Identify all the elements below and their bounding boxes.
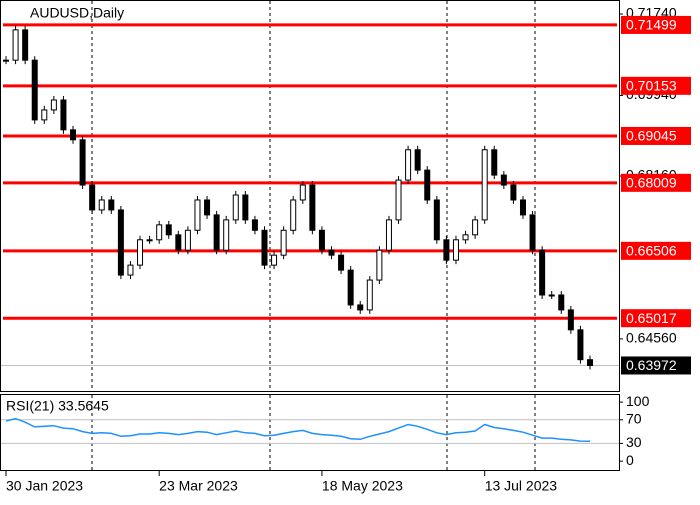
level-label: 0.66506	[626, 243, 677, 259]
candle	[194, 199, 201, 231]
candle	[481, 149, 488, 221]
candle	[519, 199, 526, 216]
candle	[500, 174, 507, 186]
x-tick-label: 18 May 2023	[322, 478, 403, 494]
candle	[50, 99, 57, 111]
candle	[22, 29, 29, 61]
candle	[385, 219, 392, 251]
candle	[117, 209, 124, 276]
candle	[587, 359, 593, 366]
candle	[204, 199, 211, 216]
y-tick-label: 0	[626, 452, 634, 468]
level-label-box	[621, 126, 691, 145]
candle	[510, 184, 517, 201]
candle	[548, 294, 555, 297]
candle	[251, 219, 258, 231]
candle	[462, 234, 469, 241]
candle	[539, 249, 546, 296]
candle	[60, 99, 67, 131]
candle	[232, 194, 239, 221]
candle	[3, 59, 9, 62]
last-price-label: 0.63972	[626, 357, 677, 373]
candle	[290, 199, 297, 231]
candle	[242, 194, 249, 221]
candle	[41, 109, 48, 121]
candle	[175, 234, 182, 251]
level-label-box	[621, 173, 691, 192]
rsi-line	[5, 417, 591, 443]
candle	[31, 59, 38, 121]
candle	[328, 249, 335, 256]
candle	[79, 139, 86, 186]
y-tick-label: 30	[626, 434, 642, 450]
rsi-title: RSI(21) 33.5645	[6, 398, 109, 414]
candle	[357, 304, 364, 311]
candle	[70, 129, 77, 141]
level-label: 0.65017	[626, 310, 677, 326]
candle	[223, 219, 230, 251]
level-label: 0.68009	[626, 175, 677, 191]
level-label-box	[621, 15, 691, 34]
candle	[567, 309, 574, 331]
x-tick-label: 30 Jan 2023	[6, 478, 83, 494]
last-price-box	[621, 356, 691, 375]
candle	[98, 199, 105, 211]
candle	[347, 269, 354, 306]
candle	[280, 229, 287, 256]
level-label: 0.70153	[626, 78, 677, 94]
candle	[366, 279, 373, 311]
x-tick-label: 13 Jul 2023	[485, 478, 558, 494]
candle	[108, 199, 115, 211]
candle	[376, 249, 383, 281]
candle	[12, 29, 19, 61]
candle	[405, 149, 412, 181]
candle	[309, 184, 316, 231]
y-tick-label: 100	[626, 393, 650, 409]
candle	[395, 179, 402, 221]
candle	[558, 294, 565, 311]
candle	[146, 239, 153, 242]
chart-title: AUDUSD,Daily	[30, 5, 124, 21]
level-label-box	[621, 309, 691, 328]
candle	[156, 224, 163, 241]
y-tick-label: 70	[626, 411, 642, 427]
candle	[452, 239, 459, 261]
candle	[127, 264, 134, 276]
candle	[529, 214, 536, 251]
candle	[299, 184, 306, 201]
candle	[271, 254, 278, 266]
candle	[213, 214, 220, 251]
candle	[443, 239, 450, 261]
candle	[261, 229, 268, 266]
candle	[165, 224, 172, 236]
x-tick-label: 23 Mar 2023	[159, 478, 238, 494]
y-tick-label: 0.64560	[626, 330, 677, 346]
candle	[472, 219, 479, 236]
candle	[137, 239, 144, 266]
candle	[577, 329, 584, 361]
candle	[338, 254, 345, 271]
level-label: 0.71499	[626, 17, 677, 33]
level-label: 0.69045	[626, 128, 677, 144]
level-label-box	[621, 76, 691, 95]
candle	[491, 149, 498, 176]
candle	[424, 169, 431, 201]
candle	[184, 229, 191, 251]
candle	[318, 229, 325, 251]
candle	[414, 149, 421, 171]
candle	[433, 199, 440, 241]
level-label-box	[621, 241, 691, 260]
candle	[89, 184, 96, 211]
